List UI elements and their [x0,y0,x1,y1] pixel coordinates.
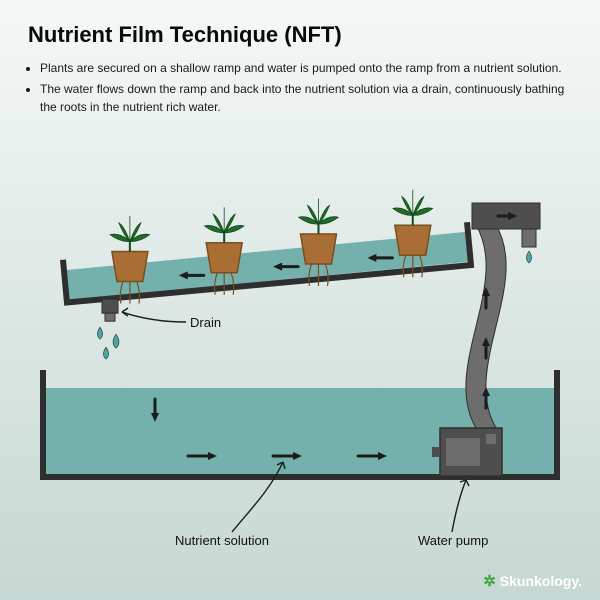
brand-leaf-icon: ✲ [483,573,496,590]
drain-label: Drain [190,315,221,330]
nutrient-solution-label: Nutrient solution [175,533,269,548]
water-pump-label: Water pump [418,533,488,548]
brand-text: Skunkology. [500,573,582,589]
diagram-svg [0,0,600,600]
nft-infographic: Nutrient Film Technique (NFT) Plants are… [0,0,600,600]
brand-mark: ✲Skunkology. [483,572,582,590]
